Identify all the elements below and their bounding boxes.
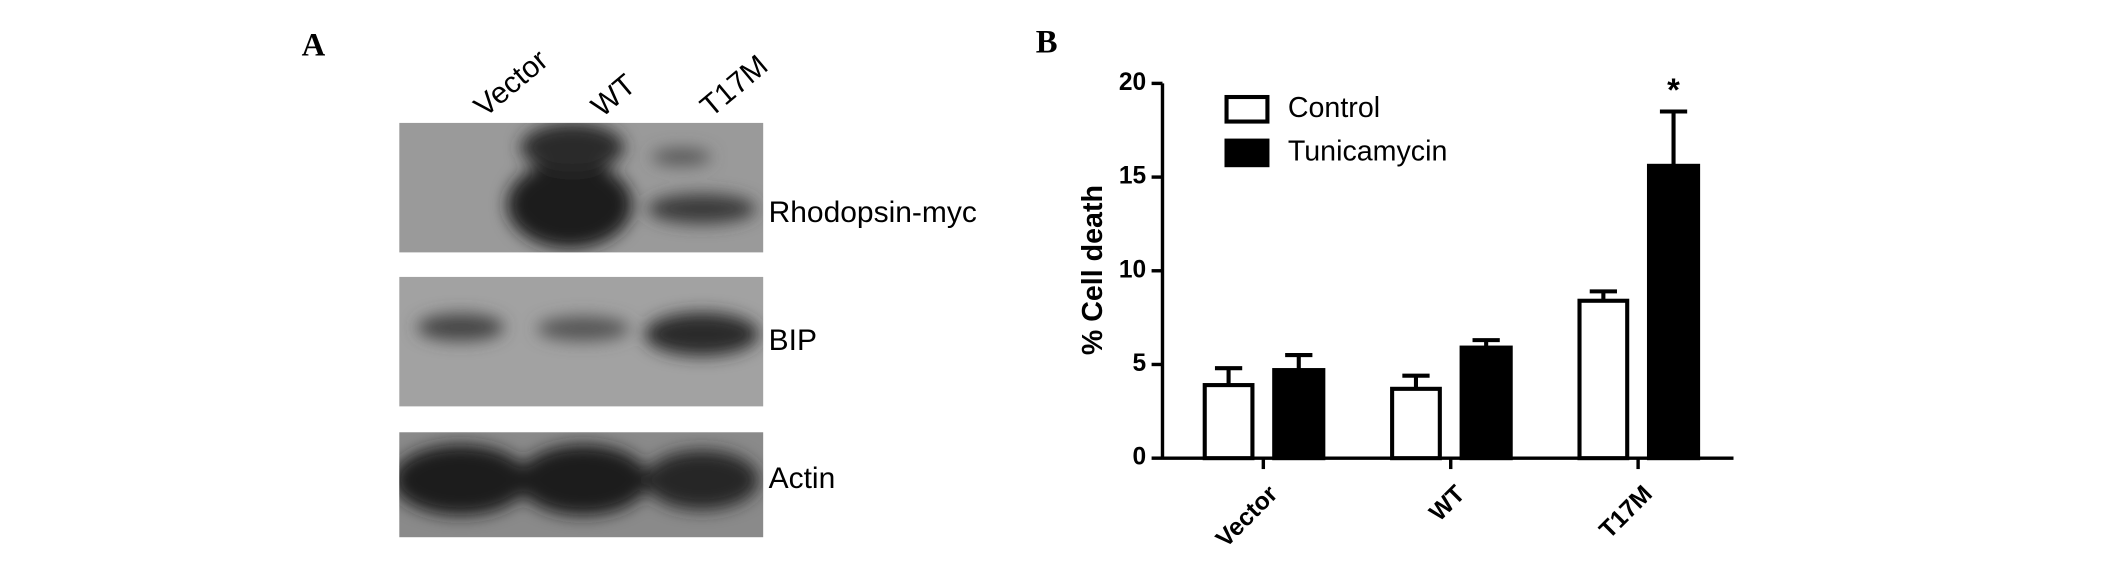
lane-label: Vector	[468, 44, 554, 124]
bar	[1459, 345, 1513, 461]
bar	[1390, 386, 1442, 461]
legend-label: Tunicamycin	[1288, 135, 1448, 167]
lane-label: WT	[585, 68, 642, 123]
bar	[1202, 383, 1255, 461]
x-tick-label: Vector	[1211, 480, 1283, 552]
band-label: Actin	[769, 462, 836, 495]
x-tick-label: T17M	[1594, 481, 1657, 544]
bar	[1646, 163, 1701, 461]
panel-label: A	[302, 27, 326, 63]
legend-swatch	[1224, 94, 1270, 124]
y-tick-label: 0	[1132, 444, 1146, 471]
legend-label: Control	[1288, 92, 1380, 124]
band-label: BIP	[769, 324, 817, 357]
y-axis-label: % Cell death	[1077, 185, 1109, 355]
y-tick-label: 20	[1119, 69, 1146, 96]
y-tick-label: 5	[1132, 350, 1146, 377]
bar	[1577, 298, 1630, 461]
band-label: Rhodopsin-myc	[769, 196, 977, 229]
blot	[399, 122, 764, 538]
legend-swatch	[1224, 138, 1270, 168]
bar	[1272, 368, 1326, 461]
panel-label: B	[1036, 25, 1058, 61]
annotation: *	[1667, 71, 1680, 108]
lane-label: T17M	[694, 49, 774, 124]
y-tick-label: 10	[1119, 256, 1146, 283]
x-tick-label: WT	[1424, 481, 1470, 527]
y-tick-label: 15	[1119, 163, 1146, 190]
